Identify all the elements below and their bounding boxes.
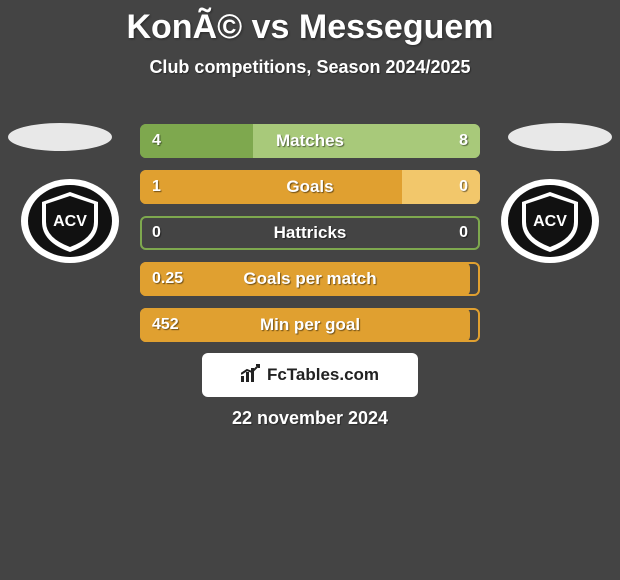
page-title: KonÃ© vs Messeguem (0, 0, 620, 47)
bar-row: 48Matches (140, 124, 480, 158)
bar-row: 10Goals (140, 170, 480, 204)
date-label: 22 november 2024 (0, 408, 620, 429)
comparison-bars: 48Matches 10Goals 00Hattricks 0.25Goals per… (140, 124, 480, 354)
bar-row: 0.25Goals per match (140, 262, 480, 296)
chart-icon (241, 364, 261, 387)
bar-row: 452Min per goal (140, 308, 480, 342)
bar-label: Hattricks (140, 216, 480, 250)
page-subtitle: Club competitions, Season 2024/2025 (0, 57, 620, 78)
bar-row: 00Hattricks (140, 216, 480, 250)
club-badge-right: ACV (500, 178, 600, 264)
bar-label: Goals per match (140, 262, 480, 296)
svg-text:ACV: ACV (53, 213, 87, 230)
shield-icon: ACV (500, 178, 600, 264)
attribution-badge: FcTables.com (202, 353, 418, 397)
svg-text:ACV: ACV (533, 213, 567, 230)
player-left-ellipse (8, 123, 112, 151)
bar-label: Min per goal (140, 308, 480, 342)
bar-label: Matches (140, 124, 480, 158)
player-right-ellipse (508, 123, 612, 151)
attribution-text: FcTables.com (267, 365, 379, 385)
club-badge-left: ACV (20, 178, 120, 264)
bar-label: Goals (140, 170, 480, 204)
shield-icon: ACV (20, 178, 120, 264)
